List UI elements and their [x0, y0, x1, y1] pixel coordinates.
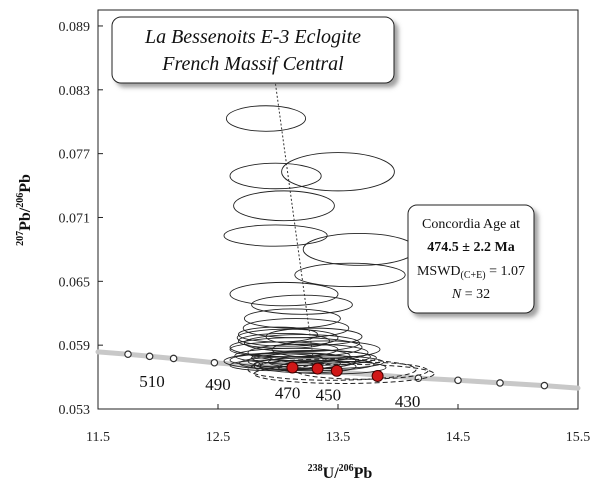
y-tick-label: 0.059: [59, 339, 91, 354]
concordia-age-marker: [414, 374, 423, 382]
concordia-age-label: 430: [395, 392, 421, 411]
concordant-data-point: [286, 361, 299, 374]
concordant-data-point: [330, 364, 343, 377]
result-age: 474.5 ± 2.2 Ma: [427, 240, 514, 255]
result-mswd: MSWD(C+E) = 1.07: [417, 264, 525, 281]
y-tick-label: 0.083: [59, 84, 91, 99]
result-line-1: Concordia Age at: [422, 217, 520, 232]
concordia-age-marker: [169, 354, 178, 363]
error-ellipse: [294, 262, 406, 288]
error-ellipse: [223, 224, 328, 247]
concordant-data-point: [311, 362, 324, 375]
y-tick-label: 0.065: [59, 275, 91, 290]
concordia-age-marker: [124, 350, 132, 359]
dashed-error-ellipse: [295, 361, 429, 380]
data-points-layer: [286, 361, 384, 383]
chart-title-line2: French Massif Central: [161, 53, 344, 75]
regression-line: [273, 75, 314, 356]
error-ellipse: [281, 152, 395, 192]
error-ellipse: [233, 190, 335, 222]
dashed-error-ellipse: [253, 363, 435, 384]
error-ellipse: [247, 343, 369, 362]
x-tick-label: 12.5: [206, 430, 231, 445]
y-tick-label: 0.077: [59, 148, 91, 163]
x-axis-label: 238U/206Pb: [308, 463, 373, 482]
error-ellipse: [225, 105, 307, 132]
error-ellipse: [302, 232, 417, 266]
error-ellipse: [229, 281, 339, 307]
dashed-error-ellipse: [247, 358, 417, 381]
y-ticks-layer: 0.053 0.059 0.065 0.071 0.077 0.083 0.089: [59, 20, 103, 418]
error-ellipse: [229, 162, 322, 190]
regression-line-layer: [273, 75, 314, 356]
x-ticks-layer: 11.5 12.5 13.5 14.5 15.5: [86, 404, 590, 445]
concordia-age-marker: [540, 381, 549, 390]
concordia-age-marker: [454, 376, 462, 385]
error-ellipses-layer: [223, 105, 417, 375]
concordia-age-marker: [496, 379, 504, 387]
concordia-age-label: 450: [316, 385, 342, 404]
y-tick-label: 0.089: [59, 20, 91, 35]
age-labels-layer: 510 490 470 450 430: [139, 372, 420, 411]
error-ellipse: [251, 294, 353, 315]
concordia-age-marker: [210, 358, 219, 367]
concordia-age-marker: [145, 352, 154, 361]
result-n: N = 32: [451, 287, 490, 302]
y-tick-label: 0.071: [59, 211, 91, 226]
concordia-age-label: 490: [205, 375, 231, 394]
error-ellipse: [265, 327, 363, 346]
chart-title-line1: La Bessenoits E-3 Eclogite: [144, 26, 361, 48]
y-tick-label: 0.053: [59, 403, 91, 418]
result-box: Concordia Age at 474.5 ± 2.2 Ma MSWD(C+E…: [407, 204, 535, 314]
x-tick-label: 13.5: [326, 430, 351, 445]
concordia-age-label: 510: [139, 372, 165, 391]
y-axis-label: 207Pb/206Pb: [15, 174, 34, 246]
concordant-data-point: [371, 370, 384, 383]
x-tick-label: 11.5: [86, 430, 110, 445]
error-ellipse: [243, 308, 341, 329]
dashed-ellipses-layer: [247, 358, 435, 384]
x-tick-label: 15.5: [566, 430, 591, 445]
title-box: La Bessenoits E-3 Eclogite French Massif…: [111, 16, 395, 84]
error-ellipse: [271, 340, 381, 359]
x-tick-label: 14.5: [446, 430, 471, 445]
concordia-age-label: 470: [275, 383, 301, 402]
